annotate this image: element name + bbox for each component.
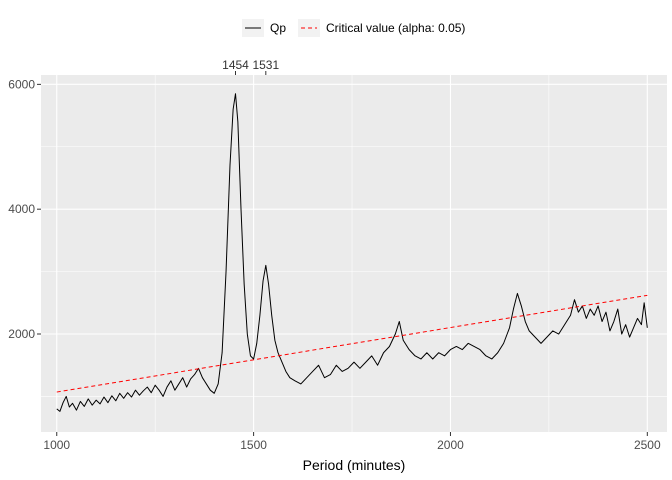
x-tick-label: 2500 xyxy=(634,438,661,452)
x-tick-label: 2000 xyxy=(437,438,464,452)
series-line-1 xyxy=(56,294,648,393)
legend-label: Qp xyxy=(270,21,286,35)
x-tick-label: 1500 xyxy=(240,438,267,452)
legend-label: Critical value (alpha: 0.05) xyxy=(326,21,465,35)
x-tick-label: 1000 xyxy=(43,438,70,452)
series-layer xyxy=(56,93,648,412)
plot-panel xyxy=(41,75,667,432)
y-tick-label: 4000 xyxy=(8,202,35,216)
y-axis: 2000 4000 6000 xyxy=(8,77,41,341)
peak-label: 1531 xyxy=(252,58,279,72)
series-line-0 xyxy=(56,93,648,412)
legend: Qp Critical value (alpha: 0.05) xyxy=(242,19,465,37)
grid-major xyxy=(41,75,667,432)
x-axis: 1000 1500 2000 2500 xyxy=(43,432,661,452)
y-tick-label: 2000 xyxy=(8,327,35,341)
x-axis-title: Period (minutes) xyxy=(303,457,406,473)
peak-label: 1454 xyxy=(222,58,249,72)
grid-minor xyxy=(41,75,667,432)
peak-layer: 1454 1531 xyxy=(222,58,279,75)
y-tick-label: 6000 xyxy=(8,77,35,91)
